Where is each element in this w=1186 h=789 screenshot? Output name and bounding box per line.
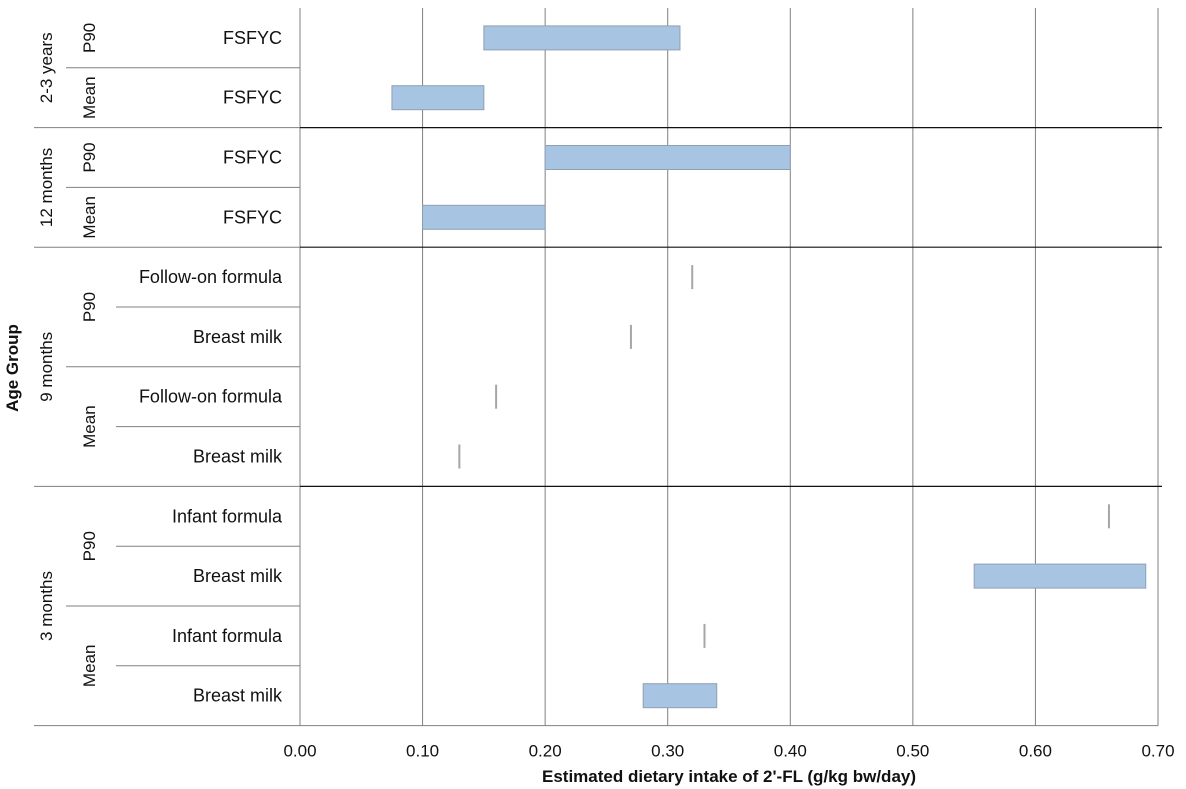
- category-label: FSFYC: [223, 148, 282, 168]
- range-bar: [391, 85, 485, 111]
- stat-label: Mean: [80, 645, 99, 688]
- stat-label: Mean: [80, 76, 99, 119]
- range-bar: [483, 25, 681, 51]
- age-group-label: 3 months: [37, 571, 56, 641]
- category-label: FSFYC: [223, 28, 282, 48]
- age-group-label: 2-3 years: [37, 32, 56, 103]
- x-tick-label: 0.60: [1019, 742, 1052, 761]
- category-label: Breast milk: [193, 566, 283, 586]
- grid-layer: [299, 8, 1159, 726]
- category-label: Breast milk: [193, 686, 283, 706]
- category-label: Follow-on formula: [139, 267, 283, 287]
- stat-label: P90: [80, 23, 99, 53]
- category-label: Infant formula: [172, 506, 283, 526]
- range-bar: [544, 145, 791, 170]
- stat-label: P90: [80, 292, 99, 322]
- category-label: Breast milk: [193, 447, 283, 467]
- age-group-label: 9 months: [37, 332, 56, 402]
- separator-layer: [34, 8, 1162, 727]
- stat-label: Mean: [80, 196, 99, 239]
- category-label: Breast milk: [193, 327, 283, 347]
- category-label: FSFYC: [223, 88, 282, 108]
- stat-label: P90: [80, 142, 99, 172]
- range-bar: [642, 683, 718, 709]
- x-tick-label: 0.10: [406, 742, 439, 761]
- x-tick-label: 0.00: [283, 742, 316, 761]
- x-axis-title: Estimated dietary intake of 2'-FL (g/kg …: [542, 767, 916, 786]
- x-tick-label: 0.40: [774, 742, 807, 761]
- x-tick-label: 0.20: [529, 742, 562, 761]
- label-layer: 0.00 0.10 0.20 0.30 0.40 0.50 0.60 0.70 FSFYC P90…: [37, 23, 1175, 761]
- category-label: Follow-on formula: [139, 387, 283, 407]
- y-axis-title: Age Group: [3, 324, 22, 412]
- category-label: FSFYC: [223, 207, 282, 227]
- stat-label: P90: [80, 531, 99, 561]
- x-tick-label: 0.50: [896, 742, 929, 761]
- range-bar: [422, 204, 546, 230]
- x-tick-label: 0.30: [651, 742, 684, 761]
- age-group-label: 12 months: [37, 148, 56, 227]
- range-bar: [973, 563, 1147, 589]
- x-tick-label: 0.70: [1141, 742, 1174, 761]
- stat-label: Mean: [80, 405, 99, 448]
- bar-layer: [391, 25, 1147, 709]
- category-label: Infant formula: [172, 626, 283, 646]
